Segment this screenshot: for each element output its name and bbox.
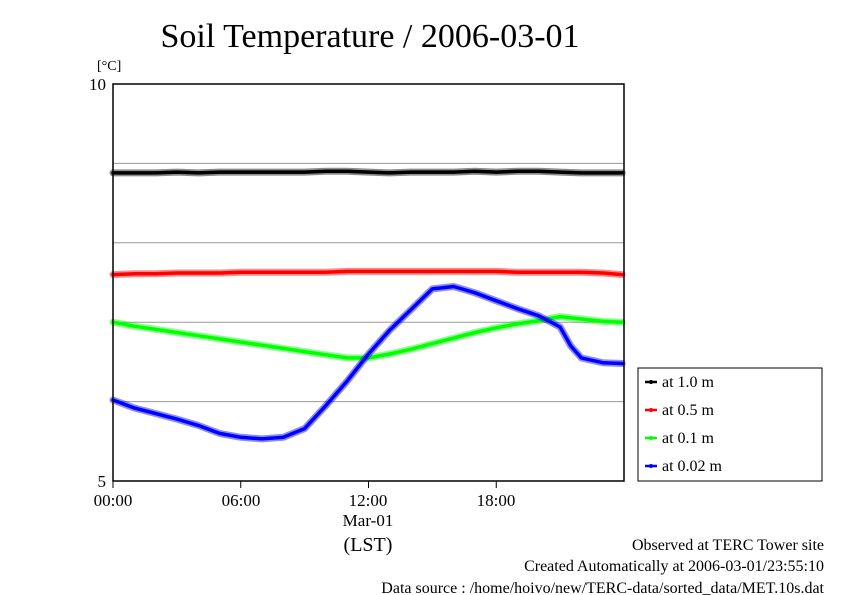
x-tick-label-1800: 18:00	[477, 491, 516, 510]
y-tick-bottom: 5	[98, 472, 107, 491]
legend-swatch-0-1m-marker	[649, 436, 653, 440]
legend-label-0-1m: at 0.1 m	[662, 430, 715, 447]
series-line-0-02m-halo	[109, 283, 626, 443]
y-axis-unit: [°C]	[97, 59, 121, 74]
footer-created: Created Automatically at 2006-03-01/23:5…	[524, 558, 824, 575]
x-date-label: Mar-01	[343, 511, 394, 530]
x-tick-label-0600: 06:00	[222, 491, 261, 510]
legend-box	[637, 367, 823, 482]
series-line-1m	[111, 169, 624, 175]
x-ticks	[112, 481, 497, 488]
legend-label-0-5m: at 0.5 m	[662, 402, 715, 419]
series-line-0-5m	[111, 269, 624, 277]
series-line-0-02m	[111, 284, 624, 441]
legend-swatch-0-02m-marker	[649, 464, 653, 468]
grid-lines	[113, 162, 624, 403]
x-axis-unit: (LST)	[344, 534, 393, 556]
chart-title: Soil Temperature / 2006-03-01	[160, 18, 579, 55]
footer-observed: Observed at TERC Tower site	[632, 537, 824, 554]
legend-label-1m: at 1.0 m	[662, 374, 715, 391]
x-tick-label-1200: 12:00	[349, 491, 388, 510]
series-lines	[109, 167, 626, 443]
legend-swatch-0-5m-marker	[649, 408, 653, 412]
x-tick-label-0000: 00:00	[94, 491, 133, 510]
legend-label-0-02m: at 0.02 m	[662, 458, 723, 475]
legend-swatch-1m-marker	[649, 380, 653, 384]
y-tick-top: 10	[89, 75, 106, 94]
series-line-0-1m	[111, 314, 624, 360]
legend: at 1.0 m at 0.5 m at 0.1 m at 0.02 m	[637, 367, 823, 482]
footer-source: Data source : /home/hoivo/new/TERC-data/…	[381, 580, 824, 595]
